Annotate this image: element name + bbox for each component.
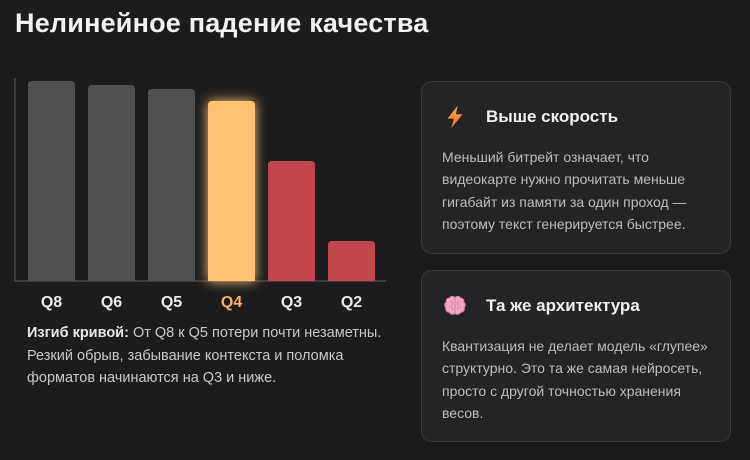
- quality-bar-chart: Q8 Q6 Q5 Q4 Q3 Q2: [14, 78, 386, 311]
- brain-icon: [444, 295, 466, 315]
- card-speed-title: Выше скорость: [486, 107, 619, 126]
- card-architecture: Та же архитектура Квантизация не делает …: [421, 270, 731, 442]
- card-speed-text: Меньший битрейт означает, что видеокарте…: [442, 149, 687, 232]
- curve-note: Изгиб кривой: От Q8 к Q5 потери почти не…: [27, 322, 397, 390]
- x-tick-label-q4: Q4: [221, 294, 242, 311]
- bar-q2: [328, 241, 375, 281]
- bar-q3: [268, 161, 315, 281]
- bar-q5: [148, 89, 195, 281]
- page-title: Нелинейное падение качества: [15, 8, 429, 38]
- bar-q6: [88, 85, 135, 281]
- card-speed: Выше скорость Меньший битрейт означает, …: [421, 81, 731, 254]
- x-tick-label-q6: Q6: [101, 294, 122, 311]
- x-tick-label-q2: Q2: [341, 294, 362, 311]
- x-tick-label-q8: Q8: [41, 294, 62, 311]
- x-tick-label-q5: Q5: [161, 294, 182, 311]
- curve-note-lead: Изгиб кривой:: [27, 325, 129, 341]
- x-tick-label-q3: Q3: [281, 294, 302, 311]
- card-architecture-text: Квантизация не делает модель «глупее» ст…: [442, 338, 708, 421]
- lightning-icon: [447, 105, 463, 129]
- card-architecture-title: Та же архитектура: [486, 296, 640, 315]
- bar-q8: [28, 81, 75, 281]
- bar-q4: [208, 101, 255, 281]
- curve-note-text: От Q8 к Q5 потери почти незаметны. Резки…: [27, 325, 382, 386]
